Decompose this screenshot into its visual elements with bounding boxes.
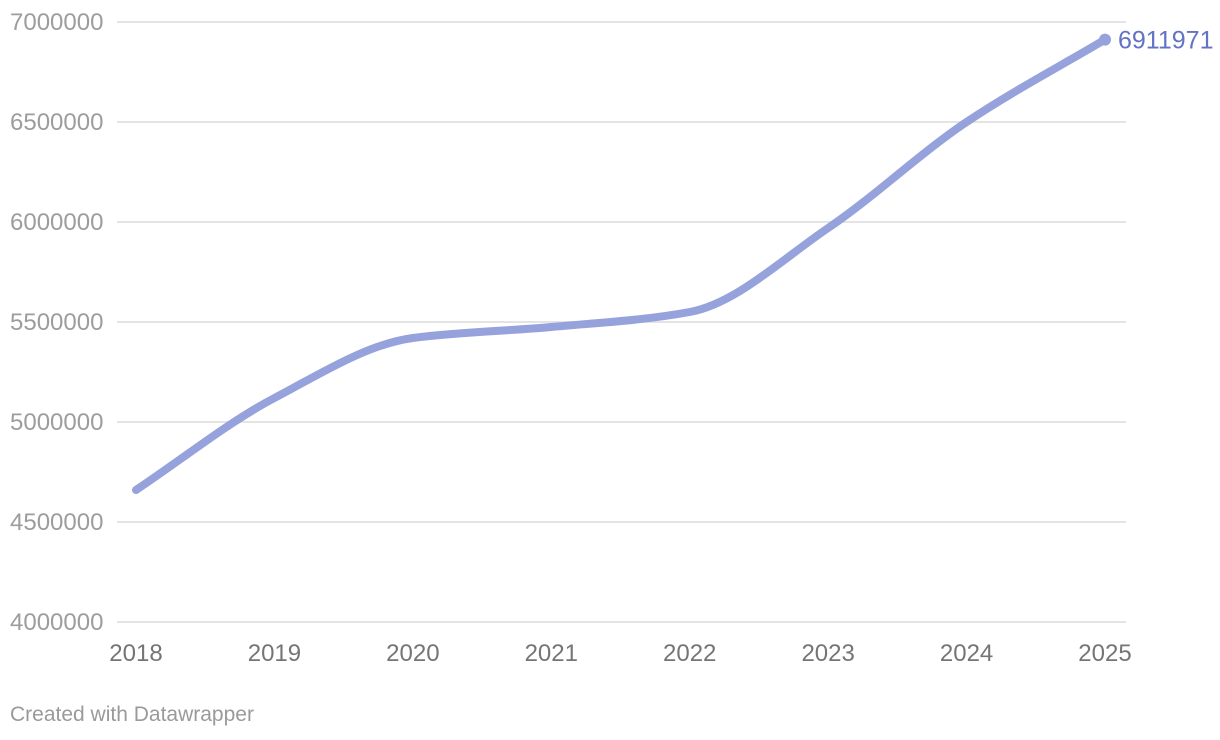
y-tick-label: 6500000 xyxy=(10,109,103,136)
x-tick-label: 2019 xyxy=(248,640,301,667)
x-tick-label: 2020 xyxy=(386,640,439,667)
end-point-dot xyxy=(1099,33,1111,46)
chart-canvas: 4000000 4500000 5000000 5500000 6000000 65000… xyxy=(10,9,1213,667)
y-tick-label: 6000000 xyxy=(10,209,103,236)
x-tick-label: 2021 xyxy=(525,640,578,667)
x-tick-label: 2025 xyxy=(1078,640,1131,667)
x-tick-label: 2024 xyxy=(940,640,993,667)
end-value-label: 6911971 xyxy=(1118,27,1213,55)
x-tick-label: 2023 xyxy=(801,640,854,667)
x-tick-label: 2022 xyxy=(663,640,716,667)
y-tick-label: 4000000 xyxy=(10,609,103,636)
gridlines xyxy=(117,21,1126,623)
y-tick-label: 7000000 xyxy=(10,9,103,36)
x-tick-label: 2018 xyxy=(109,640,162,667)
data-line xyxy=(132,35,1109,494)
y-tick-label: 4500000 xyxy=(10,509,103,536)
y-tick-label: 5500000 xyxy=(10,309,103,336)
y-tick-label: 5000000 xyxy=(10,409,103,436)
datawrapper-attribution-link[interactable]: Created with Datawrapper xyxy=(10,703,254,726)
x-axis-labels: 2018 2019 2020 2021 2022 2023 2024 2025 xyxy=(109,640,1131,667)
y-axis-labels: 4000000 4500000 5000000 5500000 6000000 65000… xyxy=(10,9,103,636)
